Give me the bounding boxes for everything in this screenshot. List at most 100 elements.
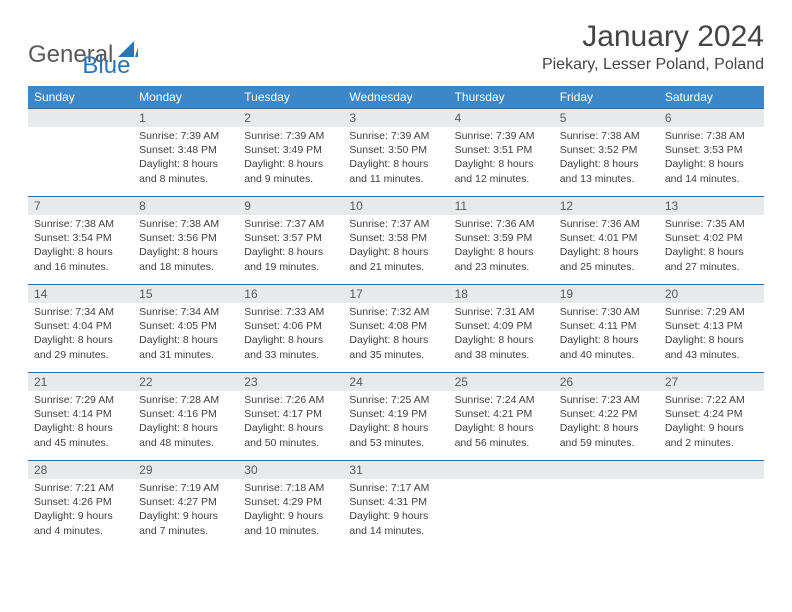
daylight-text: Daylight: 8 hours and 11 minutes. xyxy=(349,157,442,185)
sunrise-text: Sunrise: 7:38 AM xyxy=(560,129,653,143)
day-body: Sunrise: 7:26 AMSunset: 4:17 PMDaylight:… xyxy=(238,391,343,454)
day-cell: 14Sunrise: 7:34 AMSunset: 4:04 PMDayligh… xyxy=(28,285,133,373)
location-text: Piekary, Lesser Poland, Poland xyxy=(542,56,764,74)
day-cell: 9Sunrise: 7:37 AMSunset: 3:57 PMDaylight… xyxy=(238,197,343,285)
day-number: 30 xyxy=(238,461,343,479)
sunset-text: Sunset: 4:02 PM xyxy=(665,231,758,245)
empty-day-number xyxy=(659,461,764,479)
sunset-text: Sunset: 4:16 PM xyxy=(139,407,232,421)
daylight-text: Daylight: 8 hours and 21 minutes. xyxy=(349,245,442,273)
day-cell: 10Sunrise: 7:37 AMSunset: 3:58 PMDayligh… xyxy=(343,197,448,285)
day-body: Sunrise: 7:33 AMSunset: 4:06 PMDaylight:… xyxy=(238,303,343,366)
daylight-text: Daylight: 8 hours and 9 minutes. xyxy=(244,157,337,185)
day-cell: 1Sunrise: 7:39 AMSunset: 3:48 PMDaylight… xyxy=(133,109,238,197)
day-number: 23 xyxy=(238,373,343,391)
sunset-text: Sunset: 4:14 PM xyxy=(34,407,127,421)
daylight-text: Daylight: 9 hours and 14 minutes. xyxy=(349,509,442,537)
daylight-text: Daylight: 8 hours and 12 minutes. xyxy=(455,157,548,185)
sunrise-text: Sunrise: 7:34 AM xyxy=(34,305,127,319)
day-body: Sunrise: 7:28 AMSunset: 4:16 PMDaylight:… xyxy=(133,391,238,454)
day-cell: 28Sunrise: 7:21 AMSunset: 4:26 PMDayligh… xyxy=(28,461,133,549)
daylight-text: Daylight: 8 hours and 59 minutes. xyxy=(560,421,653,449)
header: General Blue January 2024 Piekary, Lesse… xyxy=(28,20,764,80)
day-number: 5 xyxy=(554,109,659,127)
sunrise-text: Sunrise: 7:39 AM xyxy=(244,129,337,143)
day-body: Sunrise: 7:38 AMSunset: 3:53 PMDaylight:… xyxy=(659,127,764,190)
day-cell xyxy=(554,461,659,549)
week-row: 7Sunrise: 7:38 AMSunset: 3:54 PMDaylight… xyxy=(28,197,764,285)
daylight-text: Daylight: 9 hours and 10 minutes. xyxy=(244,509,337,537)
sunset-text: Sunset: 4:27 PM xyxy=(139,495,232,509)
day-number: 13 xyxy=(659,197,764,215)
daylight-text: Daylight: 8 hours and 33 minutes. xyxy=(244,333,337,361)
week-row: 1Sunrise: 7:39 AMSunset: 3:48 PMDaylight… xyxy=(28,109,764,197)
day-cell: 7Sunrise: 7:38 AMSunset: 3:54 PMDaylight… xyxy=(28,197,133,285)
sunset-text: Sunset: 4:21 PM xyxy=(455,407,548,421)
daylight-text: Daylight: 9 hours and 2 minutes. xyxy=(665,421,758,449)
day-body: Sunrise: 7:18 AMSunset: 4:29 PMDaylight:… xyxy=(238,479,343,542)
sunrise-text: Sunrise: 7:39 AM xyxy=(455,129,548,143)
daylight-text: Daylight: 8 hours and 48 minutes. xyxy=(139,421,232,449)
day-body: Sunrise: 7:34 AMSunset: 4:05 PMDaylight:… xyxy=(133,303,238,366)
day-body: Sunrise: 7:38 AMSunset: 3:52 PMDaylight:… xyxy=(554,127,659,190)
sunrise-text: Sunrise: 7:25 AM xyxy=(349,393,442,407)
day-header-tue: Tuesday xyxy=(238,86,343,109)
empty-day-number xyxy=(554,461,659,479)
sunset-text: Sunset: 4:17 PM xyxy=(244,407,337,421)
day-number: 21 xyxy=(28,373,133,391)
sunrise-text: Sunrise: 7:21 AM xyxy=(34,481,127,495)
day-body: Sunrise: 7:39 AMSunset: 3:51 PMDaylight:… xyxy=(449,127,554,190)
daylight-text: Daylight: 9 hours and 7 minutes. xyxy=(139,509,232,537)
day-header-fri: Friday xyxy=(554,86,659,109)
day-cell xyxy=(28,109,133,197)
title-block: January 2024 Piekary, Lesser Poland, Pol… xyxy=(542,20,764,74)
day-number: 22 xyxy=(133,373,238,391)
day-number: 24 xyxy=(343,373,448,391)
daylight-text: Daylight: 8 hours and 8 minutes. xyxy=(139,157,232,185)
day-number: 1 xyxy=(133,109,238,127)
sunrise-text: Sunrise: 7:38 AM xyxy=(665,129,758,143)
daylight-text: Daylight: 8 hours and 38 minutes. xyxy=(455,333,548,361)
daylight-text: Daylight: 8 hours and 23 minutes. xyxy=(455,245,548,273)
day-cell: 11Sunrise: 7:36 AMSunset: 3:59 PMDayligh… xyxy=(449,197,554,285)
sunrise-text: Sunrise: 7:29 AM xyxy=(665,305,758,319)
day-number: 29 xyxy=(133,461,238,479)
day-cell: 31Sunrise: 7:17 AMSunset: 4:31 PMDayligh… xyxy=(343,461,448,549)
day-cell: 26Sunrise: 7:23 AMSunset: 4:22 PMDayligh… xyxy=(554,373,659,461)
day-header-thu: Thursday xyxy=(449,86,554,109)
sunrise-text: Sunrise: 7:33 AM xyxy=(244,305,337,319)
day-body: Sunrise: 7:39 AMSunset: 3:48 PMDaylight:… xyxy=(133,127,238,190)
daylight-text: Daylight: 8 hours and 14 minutes. xyxy=(665,157,758,185)
day-header-sun: Sunday xyxy=(28,86,133,109)
daylight-text: Daylight: 8 hours and 35 minutes. xyxy=(349,333,442,361)
sunrise-text: Sunrise: 7:19 AM xyxy=(139,481,232,495)
day-number: 25 xyxy=(449,373,554,391)
sunset-text: Sunset: 3:57 PM xyxy=(244,231,337,245)
day-header-mon: Monday xyxy=(133,86,238,109)
sunset-text: Sunset: 4:24 PM xyxy=(665,407,758,421)
daylight-text: Daylight: 8 hours and 56 minutes. xyxy=(455,421,548,449)
day-number: 3 xyxy=(343,109,448,127)
day-body: Sunrise: 7:36 AMSunset: 3:59 PMDaylight:… xyxy=(449,215,554,278)
day-body: Sunrise: 7:21 AMSunset: 4:26 PMDaylight:… xyxy=(28,479,133,542)
day-body: Sunrise: 7:39 AMSunset: 3:50 PMDaylight:… xyxy=(343,127,448,190)
calendar-table: Sunday Monday Tuesday Wednesday Thursday… xyxy=(28,86,764,549)
week-row: 21Sunrise: 7:29 AMSunset: 4:14 PMDayligh… xyxy=(28,373,764,461)
day-number: 16 xyxy=(238,285,343,303)
sunset-text: Sunset: 4:06 PM xyxy=(244,319,337,333)
sunset-text: Sunset: 4:04 PM xyxy=(34,319,127,333)
day-cell: 24Sunrise: 7:25 AMSunset: 4:19 PMDayligh… xyxy=(343,373,448,461)
sunrise-text: Sunrise: 7:36 AM xyxy=(560,217,653,231)
day-cell: 6Sunrise: 7:38 AMSunset: 3:53 PMDaylight… xyxy=(659,109,764,197)
daylight-text: Daylight: 9 hours and 4 minutes. xyxy=(34,509,127,537)
day-cell xyxy=(659,461,764,549)
day-body: Sunrise: 7:24 AMSunset: 4:21 PMDaylight:… xyxy=(449,391,554,454)
day-body: Sunrise: 7:29 AMSunset: 4:13 PMDaylight:… xyxy=(659,303,764,366)
day-body: Sunrise: 7:32 AMSunset: 4:08 PMDaylight:… xyxy=(343,303,448,366)
sunset-text: Sunset: 4:31 PM xyxy=(349,495,442,509)
sunset-text: Sunset: 4:11 PM xyxy=(560,319,653,333)
sunset-text: Sunset: 4:01 PM xyxy=(560,231,653,245)
sunrise-text: Sunrise: 7:38 AM xyxy=(139,217,232,231)
logo: General Blue xyxy=(28,20,130,80)
sunset-text: Sunset: 3:56 PM xyxy=(139,231,232,245)
